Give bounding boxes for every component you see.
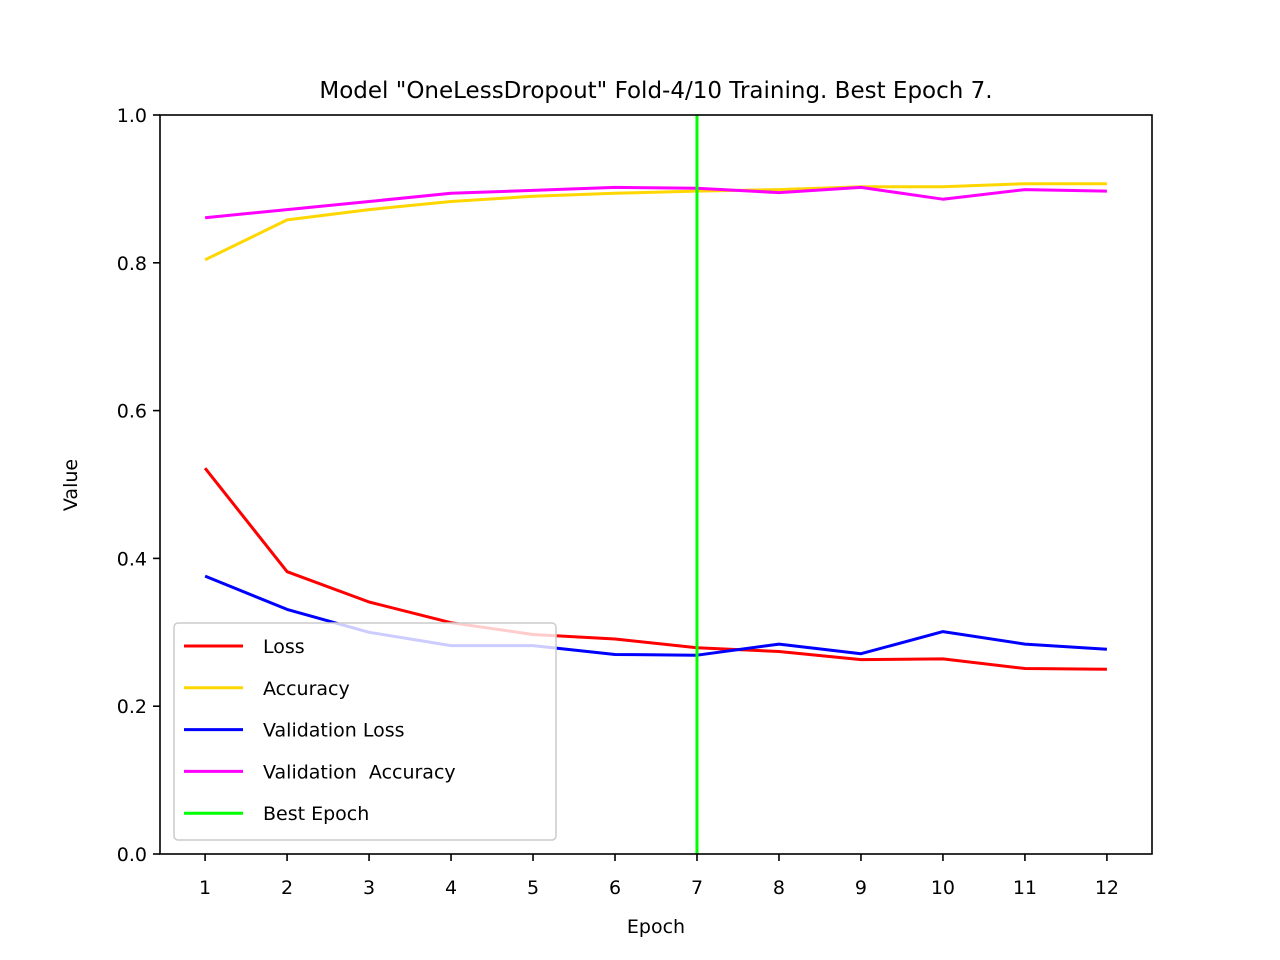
legend: Loss Accuracy Validation Loss Validation Ac… — [173, 622, 557, 841]
series-line-validation-accuracy — [204, 185, 1107, 220]
legend-box — [173, 622, 557, 841]
y-tick-label: 0.2 — [117, 696, 147, 718]
x-axis-label: Epoch — [627, 916, 685, 938]
y-axis-label: Value — [60, 459, 82, 511]
x-tick-label: 1 — [199, 877, 211, 899]
x-tick-label: 2 — [281, 877, 293, 899]
x-tick-label: 3 — [363, 877, 375, 899]
x-tick-label: 9 — [855, 877, 867, 899]
series-line-accuracy — [204, 182, 1107, 262]
plot-area-frame — [159, 114, 1153, 855]
x-tick-label: 11 — [1013, 877, 1037, 899]
y-tick-label: 1.0 — [117, 105, 147, 127]
chart-title: Model "OneLessDropout" Fold-4/10 Trainin… — [319, 78, 992, 104]
legend-label: Validation Loss — [263, 720, 405, 742]
x-tick-label: 12 — [1095, 877, 1119, 899]
y-axis-ticks: 0.0 0.2 0.4 0.6 0.8 1.0 — [117, 105, 160, 866]
x-tick-label: 8 — [773, 877, 785, 899]
series-line-loss — [203, 467, 1107, 671]
y-tick-label: 0.8 — [117, 253, 147, 275]
x-tick-label: 6 — [609, 877, 621, 899]
y-tick-label: 0.0 — [117, 844, 147, 866]
x-tick-label: 7 — [691, 877, 703, 899]
y-tick-label: 0.4 — [117, 548, 147, 570]
x-axis-ticks: 1 2 3 4 5 6 7 8 9 10 11 12 — [199, 854, 1119, 899]
x-tick-label: 10 — [931, 877, 955, 899]
legend-label: Validation Accuracy — [263, 761, 456, 783]
legend-label: Loss — [263, 636, 305, 658]
y-tick-label: 0.6 — [117, 401, 147, 423]
x-tick-label: 5 — [527, 877, 539, 899]
legend-label: Accuracy — [263, 678, 350, 700]
x-tick-label: 4 — [445, 877, 457, 899]
legend-label: Best Epoch — [263, 803, 369, 825]
